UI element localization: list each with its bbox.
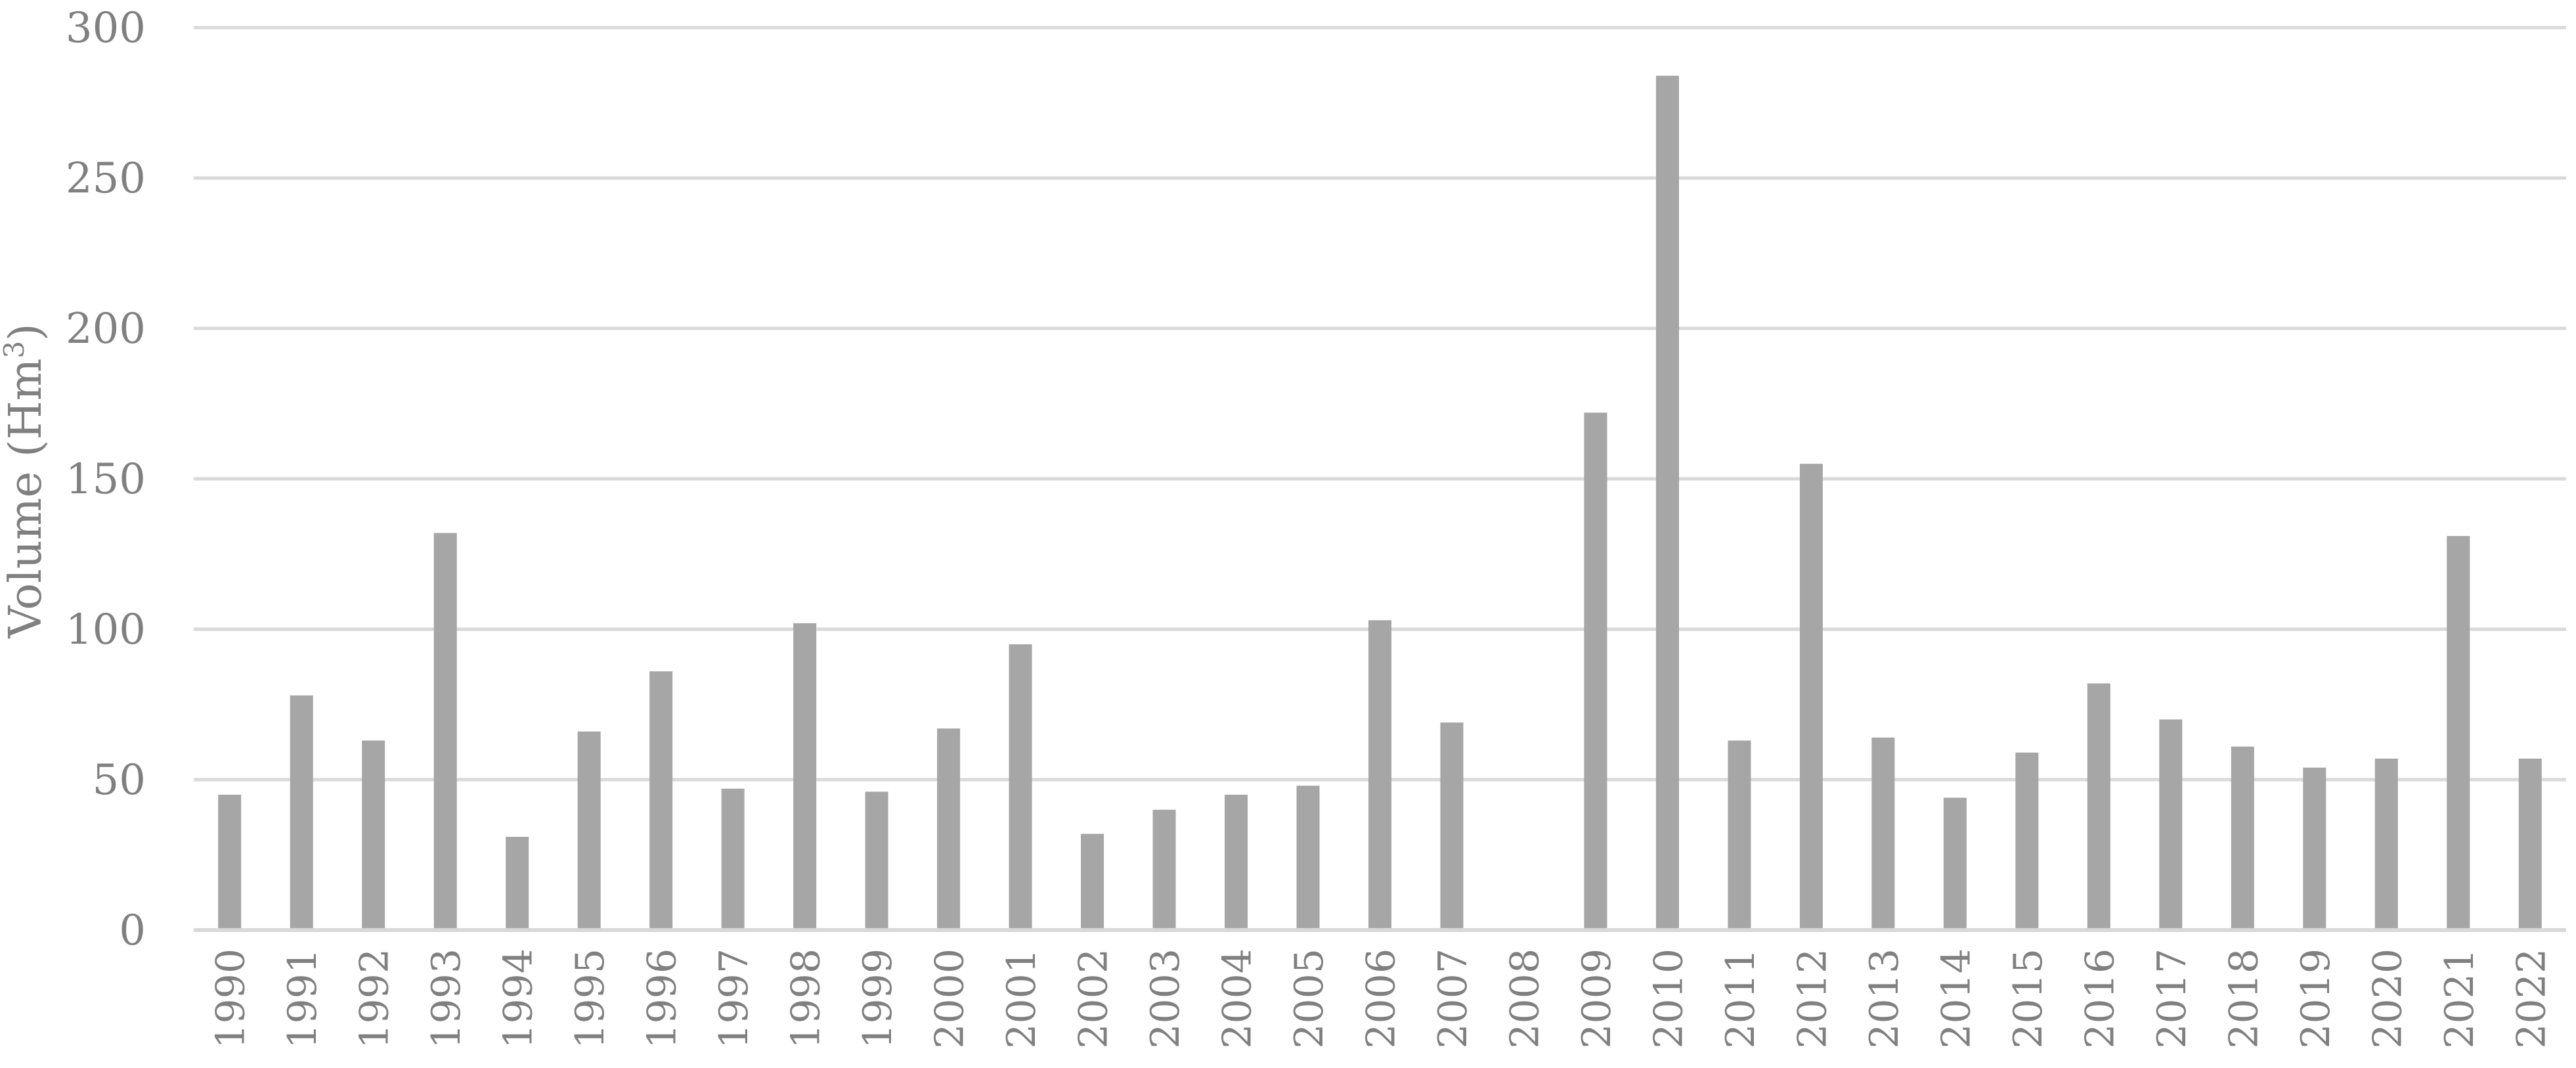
y-axis-label-close: ): [0, 323, 52, 341]
x-tick-label: 1991: [280, 948, 326, 1049]
x-tick-label: 1990: [208, 948, 254, 1049]
bar-2003: [1152, 809, 1176, 930]
bar-2013: [1871, 737, 1895, 930]
bar-1992: [362, 740, 385, 930]
bar-2014: [1943, 797, 1967, 930]
bar-1991: [290, 695, 313, 930]
bar-2012: [1799, 464, 1823, 930]
bar-1994: [506, 837, 529, 930]
x-tick-label: 1998: [783, 948, 829, 1049]
bar-2005: [1296, 786, 1320, 930]
bar-2011: [1728, 740, 1751, 930]
bar-1995: [577, 731, 601, 930]
y-tick-label: 250: [66, 154, 146, 203]
x-tick-label: 2008: [1502, 948, 1548, 1049]
bar-2001: [1009, 644, 1032, 930]
x-tick-label: 2003: [1143, 948, 1189, 1049]
bar-2009: [1584, 412, 1607, 930]
bar-1990: [218, 794, 242, 930]
x-tick-label: 2015: [2005, 948, 2051, 1049]
y-axis-label-superscript: 3: [0, 341, 30, 359]
x-tick-label: 2014: [1933, 948, 1979, 1049]
bar-2007: [1440, 722, 1464, 930]
bar-1993: [433, 533, 457, 930]
y-tick-label: 200: [66, 305, 146, 353]
bar-2000: [937, 728, 961, 930]
x-tick-label: 1997: [711, 948, 757, 1049]
x-tick-label: 2002: [1071, 948, 1117, 1049]
bar-2022: [2518, 758, 2542, 930]
bar-1996: [649, 671, 673, 930]
bar-2017: [2159, 719, 2183, 930]
y-tick-labels: 0 50 100 150 200 250 300: [66, 4, 146, 955]
bar-1998: [793, 623, 817, 930]
bar-2006: [1368, 620, 1392, 930]
x-tick-labels: 1990 1991 1992 1993 1994 1995 1996 1997 1998 1999…: [208, 948, 2555, 1049]
bar-2016: [2087, 683, 2110, 930]
bar-1999: [865, 791, 888, 930]
x-tick-label: 2010: [1646, 948, 1692, 1049]
x-tick-label: 1996: [640, 948, 686, 1049]
bars: [218, 76, 2542, 930]
x-tick-label: 2018: [2221, 948, 2267, 1049]
x-tick-label: 2004: [1215, 948, 1261, 1049]
x-tick-label: 1992: [352, 948, 398, 1049]
x-tick-label: 2020: [2365, 948, 2411, 1049]
x-tick-label: 2013: [1862, 948, 1908, 1049]
bar-2021: [2447, 536, 2470, 930]
bar-2004: [1225, 794, 1248, 930]
y-tick-label: 100: [66, 606, 146, 654]
bar-2020: [2374, 758, 2398, 930]
x-tick-label: 2005: [1286, 948, 1332, 1049]
bar-2019: [2303, 767, 2326, 930]
bar-2015: [2015, 752, 2039, 930]
x-tick-label: 2016: [2077, 948, 2123, 1049]
y-tick-label: 150: [66, 455, 146, 504]
x-tick-label: 2017: [2149, 948, 2195, 1049]
x-tick-label: 2022: [2508, 948, 2554, 1049]
y-axis-label-main: Volume (Hm: [0, 359, 52, 639]
x-tick-label: 2011: [1718, 948, 1764, 1049]
bar-2018: [2231, 746, 2254, 930]
y-tick-label: 0: [119, 906, 146, 955]
bar-2010: [1655, 76, 1679, 930]
x-tick-label: 1999: [855, 948, 901, 1049]
y-axis-label: Volume (Hm3): [0, 323, 52, 638]
y-tick-label: 50: [93, 756, 146, 805]
x-tick-label: 2001: [999, 948, 1045, 1049]
x-tick-label: 1994: [496, 948, 542, 1049]
x-tick-label: 2012: [1789, 948, 1835, 1049]
bar-2002: [1081, 834, 1104, 930]
x-tick-label: 2021: [2437, 948, 2483, 1049]
x-tick-label: 1995: [567, 948, 613, 1049]
x-tick-label: 2006: [1359, 948, 1405, 1049]
x-tick-label: 2009: [1574, 948, 1620, 1049]
x-tick-label: 2007: [1430, 948, 1476, 1049]
x-tick-label: 1993: [424, 948, 469, 1049]
x-tick-label: 2019: [2293, 948, 2339, 1049]
y-tick-label: 300: [66, 4, 146, 53]
bar-1997: [721, 788, 745, 930]
x-tick-label: 2000: [927, 948, 973, 1049]
